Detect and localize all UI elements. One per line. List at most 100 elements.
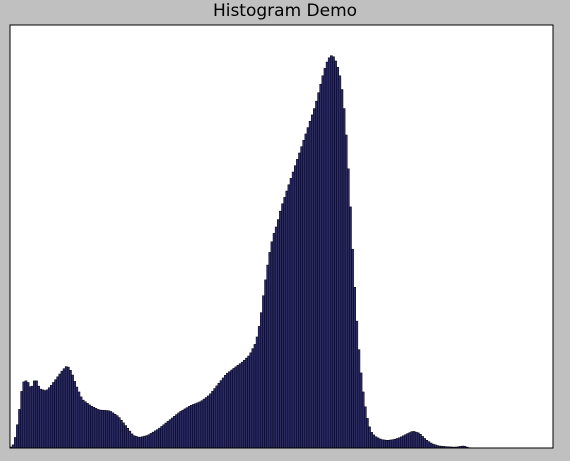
histogram-bar — [245, 358, 247, 448]
histogram-bar — [78, 392, 80, 448]
histogram-bar — [233, 368, 235, 448]
histogram-bar — [57, 377, 59, 448]
histogram-bar — [400, 437, 402, 448]
histogram-bar — [165, 423, 167, 448]
histogram-bar — [271, 242, 273, 448]
histogram-bar — [432, 444, 434, 448]
histogram-bar — [127, 428, 129, 448]
histogram-bar — [324, 68, 326, 448]
histogram-bar — [362, 392, 364, 448]
histogram-bar — [122, 423, 124, 448]
histogram-bar — [349, 207, 351, 448]
histogram-bar — [279, 211, 281, 448]
histogram-bar — [326, 62, 328, 448]
histogram-bar — [392, 440, 394, 448]
histogram-bar — [97, 409, 99, 448]
histogram-bar — [31, 386, 33, 448]
histogram-bar — [35, 381, 37, 448]
histogram-bar — [55, 380, 57, 448]
histogram-bar — [258, 326, 260, 448]
histogram-bar — [332, 57, 334, 448]
histogram-bar — [379, 439, 381, 448]
histogram-bar — [252, 349, 254, 448]
histogram-bar — [108, 411, 110, 448]
histogram-bar — [341, 90, 343, 448]
histogram-bar — [63, 369, 65, 448]
histogram-bar — [180, 411, 182, 448]
histogram-bar — [175, 415, 177, 448]
histogram-bar — [424, 438, 426, 448]
histogram-bar — [313, 109, 315, 448]
histogram-bar — [80, 397, 82, 448]
histogram-bar — [173, 416, 175, 448]
histogram-bar — [161, 426, 163, 448]
histogram-bar — [114, 414, 116, 448]
histogram-bar — [360, 373, 362, 448]
histogram-bar — [105, 411, 107, 448]
histogram-bar — [309, 121, 311, 448]
histogram-bar — [142, 437, 144, 448]
histogram-bar — [318, 93, 320, 448]
histogram-bar — [301, 147, 303, 448]
histogram-bar — [139, 437, 141, 448]
histogram-bar — [415, 432, 417, 448]
histogram-bar — [396, 438, 398, 448]
histogram-bar — [46, 390, 48, 448]
histogram-bar — [212, 391, 214, 448]
histogram-bar — [44, 391, 46, 448]
histogram-bar — [237, 365, 239, 448]
histogram-bar — [282, 204, 284, 448]
histogram-bar — [298, 153, 300, 448]
histogram-bar — [339, 76, 341, 448]
histogram-bar — [413, 431, 415, 448]
histogram-bar — [390, 440, 392, 448]
histogram-bar — [267, 265, 269, 448]
histogram-bar — [394, 439, 396, 448]
histogram-bar — [226, 373, 228, 448]
histogram-bar — [184, 409, 186, 448]
histogram-bar — [256, 337, 258, 448]
histogram-bar — [118, 418, 120, 448]
histogram-bar — [86, 403, 88, 448]
histogram-bar — [343, 109, 345, 448]
histogram-bar — [290, 178, 292, 448]
histogram-bar — [269, 252, 271, 448]
histogram-bar — [188, 406, 190, 448]
histogram-bar — [116, 416, 118, 448]
histogram-bar — [347, 169, 349, 448]
histogram-bar — [421, 436, 423, 448]
histogram-bar — [315, 101, 317, 448]
histogram-bar — [368, 427, 370, 448]
histogram-bar — [426, 440, 428, 448]
histogram-bar — [345, 135, 347, 448]
histogram-bar — [88, 405, 90, 448]
histogram-bar — [50, 385, 52, 448]
histogram-bar — [260, 313, 262, 448]
histogram-bar — [169, 420, 171, 448]
histogram-bar — [14, 437, 16, 448]
histogram-bar — [18, 409, 20, 448]
histogram-bar — [352, 249, 354, 448]
histogram-bar — [93, 407, 95, 448]
histogram-bar — [110, 411, 112, 448]
histogram-bar — [354, 287, 356, 448]
histogram-bar — [76, 387, 78, 448]
histogram-bar — [303, 140, 305, 448]
histogram-bar — [192, 404, 194, 448]
histogram-bar — [239, 364, 241, 448]
histogram-bar — [23, 382, 25, 448]
histogram-bar — [135, 436, 137, 448]
histogram-bar — [254, 344, 256, 448]
histogram-bar — [375, 437, 377, 448]
histogram-bar — [150, 433, 152, 448]
histogram-bar — [307, 128, 309, 448]
histogram-bar — [335, 61, 337, 448]
histogram-bar — [156, 430, 158, 448]
histogram-bar — [366, 418, 368, 448]
histogram-bar — [29, 387, 31, 448]
histogram-bar — [27, 382, 29, 448]
histogram-bar — [409, 433, 411, 448]
histogram-bar — [417, 433, 419, 448]
histogram-bar — [322, 76, 324, 448]
